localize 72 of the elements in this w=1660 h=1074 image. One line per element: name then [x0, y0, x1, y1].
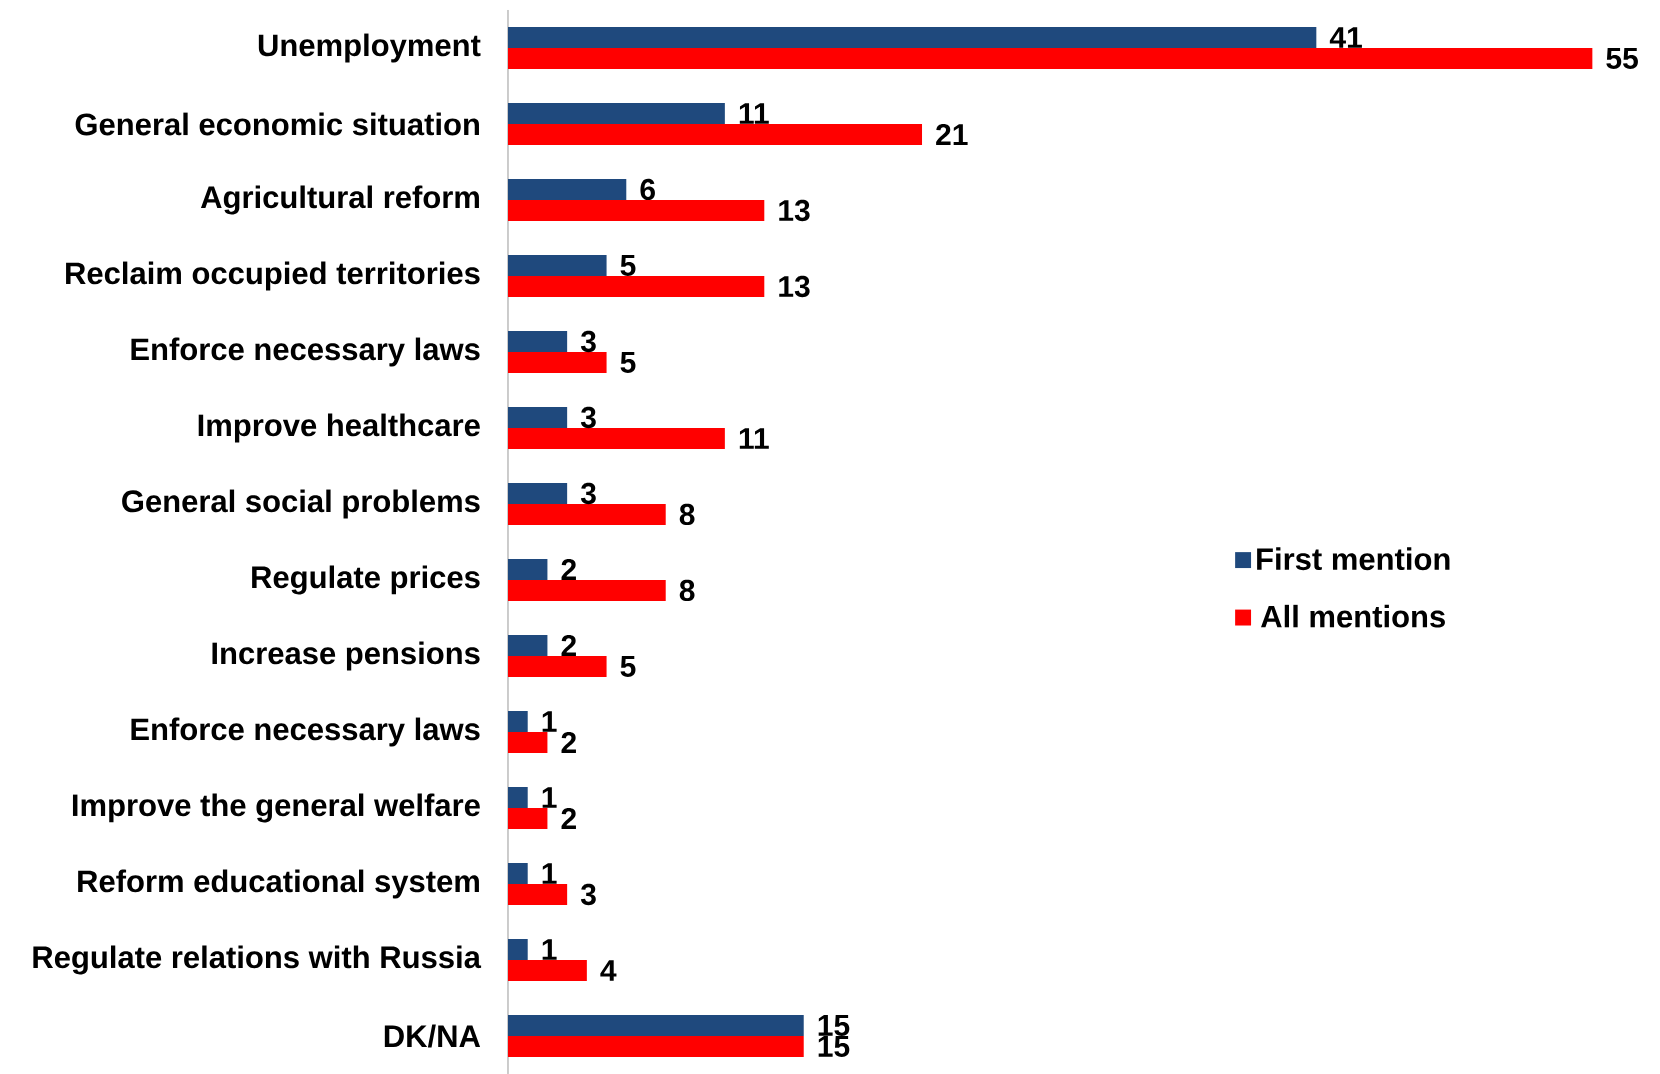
bar [507, 559, 548, 580]
data-label: 2 [561, 559, 576, 580]
data-label: 11 [739, 428, 769, 449]
bar [507, 504, 666, 525]
data-label: 2 [561, 808, 576, 829]
bar [507, 863, 528, 884]
bar [507, 102, 725, 124]
bar [507, 331, 568, 352]
bar [507, 427, 725, 449]
bar [507, 939, 528, 960]
data-label: 3 [580, 406, 596, 429]
data-label: 3 [580, 330, 596, 353]
data-label: 2 [561, 732, 576, 753]
data-label: 4 [600, 960, 617, 981]
data-label: 5 [620, 352, 636, 373]
bar [507, 123, 923, 145]
bar [507, 1036, 804, 1057]
y-tick-label: Increase pensions [212, 641, 480, 671]
bar [507, 710, 528, 732]
data-label: 13 [779, 199, 810, 222]
legend-label: First mention [1257, 547, 1450, 571]
data-label: 21 [936, 124, 968, 145]
y-tick-label: Agricultural reform [200, 185, 479, 215]
data-label: 8 [679, 503, 695, 526]
bar [507, 635, 548, 656]
bar [507, 255, 607, 276]
bar [507, 884, 568, 905]
bar [507, 656, 607, 677]
bar [507, 580, 666, 601]
bar [507, 808, 548, 829]
y-tick-label: General social problems [122, 489, 480, 519]
y-tick-label: Unemployment [258, 33, 481, 63]
y-tick-label: DK/NA [384, 1024, 481, 1048]
data-label: 11 [739, 103, 769, 124]
data-label: 3 [580, 883, 596, 906]
bar [507, 47, 1593, 69]
data-label: 1 [542, 939, 557, 960]
legend-label: All mentions [1261, 604, 1445, 628]
data-label: 15 [818, 1036, 850, 1057]
bar [507, 483, 568, 504]
y-tick-label: Regulate prices [252, 565, 480, 595]
y-tick-label: Reclaim occupied territories [66, 261, 480, 291]
bar [507, 27, 1317, 48]
bar [507, 179, 627, 200]
data-label: 2 [561, 635, 576, 656]
y-tick-label: Reform educational system [78, 869, 479, 899]
data-label: 1 [542, 711, 557, 732]
bar [507, 787, 528, 808]
data-label: 8 [679, 579, 695, 602]
y-tick-label: General economic situation [75, 112, 479, 136]
data-label: 13 [779, 275, 810, 298]
data-label: 55 [1606, 48, 1638, 69]
data-label: 5 [620, 255, 636, 276]
data-label: 1 [542, 787, 557, 808]
data-label: 15 [818, 1015, 850, 1036]
bar [507, 276, 765, 297]
data-label: 5 [620, 656, 636, 677]
data-label: 1 [542, 863, 557, 884]
y-tick-label: Regulate relations with Russia [33, 945, 482, 975]
bar [507, 352, 607, 373]
bar [507, 1015, 804, 1036]
data-label: 6 [640, 178, 655, 201]
bar [507, 200, 765, 221]
y-tick-label: Enforce necessary laws [131, 717, 480, 747]
data-label: 41 [1329, 27, 1362, 48]
data-label: 3 [580, 482, 596, 505]
y-tick-label: Enforce necessary laws [131, 337, 480, 367]
y-tick-label: Improve healthcare [198, 413, 480, 443]
bar [507, 960, 587, 981]
bar [507, 406, 568, 428]
y-tick-label: Improve the general welfare [72, 793, 480, 823]
bar [507, 731, 548, 753]
